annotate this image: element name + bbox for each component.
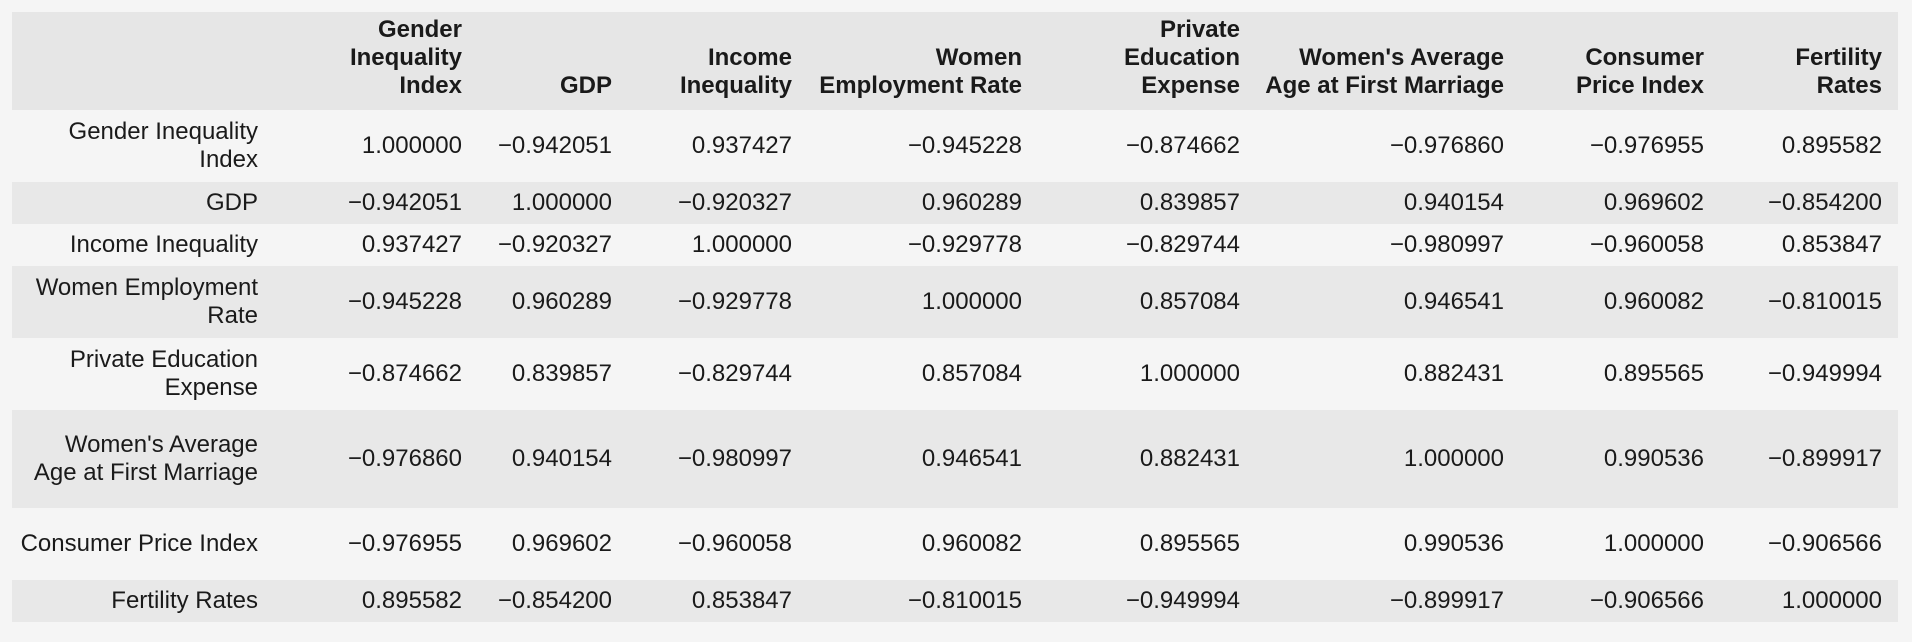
table-cell: 0.895582	[361, 587, 462, 614]
row-label: Women Employment Rate	[35, 274, 258, 329]
table-cell: 0.990536	[1403, 530, 1504, 557]
table-cell: −0.976860	[1389, 132, 1504, 159]
table-cell: −0.929778	[677, 288, 792, 315]
table-cell: −0.960058	[1589, 231, 1704, 258]
row-label: Consumer Price Index	[20, 530, 258, 557]
column-header: Gender Inequality Index	[274, 12, 478, 110]
table-cell: 1.000000	[1403, 445, 1504, 472]
column-header: Women's Average Age at First Marriage	[1256, 12, 1520, 110]
table-cell: 0.895565	[1139, 530, 1240, 557]
table-cell: −0.945228	[347, 288, 462, 315]
table-cell: 1.000000	[1139, 360, 1240, 387]
table-cell: 0.960289	[921, 189, 1022, 216]
table-cell: 0.960082	[1603, 288, 1704, 315]
table-cell: 1.000000	[1781, 587, 1882, 614]
table-row: Women Employment Rate −0.945228 0.960289…	[12, 266, 1898, 338]
table-cell: 0.937427	[361, 231, 462, 258]
table-cell: 0.895565	[1603, 360, 1704, 387]
table-header: Gender Inequality Index GDP Income Inequ…	[12, 12, 1898, 110]
table-cell: 0.937427	[691, 132, 792, 159]
table-cell: −0.810015	[907, 587, 1022, 614]
table-cell: 1.000000	[921, 288, 1022, 315]
table-cell: 0.895582	[1781, 132, 1882, 159]
table-cell: 1.000000	[1603, 530, 1704, 557]
corner-cell	[12, 12, 274, 110]
row-label: Private Education Expense	[69, 346, 258, 401]
correlation-table: Gender Inequality Index GDP Income Inequ…	[12, 12, 1898, 622]
column-header: GDP	[478, 12, 628, 110]
table-cell: 0.990536	[1603, 445, 1704, 472]
table-cell: −0.929778	[907, 231, 1022, 258]
table-row: Income Inequality 0.937427 −0.920327 1.0…	[12, 224, 1898, 266]
table-row: GDP −0.942051 1.000000 −0.920327 0.96028…	[12, 182, 1898, 224]
row-label: GDP	[205, 189, 258, 216]
table-cell: 0.969602	[1603, 189, 1704, 216]
table-cell: −0.976955	[1589, 132, 1704, 159]
table-cell: 0.940154	[1403, 189, 1504, 216]
table-cell: 0.882431	[1403, 360, 1504, 387]
header-row: Gender Inequality Index GDP Income Inequ…	[12, 12, 1898, 110]
table-row: Women's Average Age at First Marriage −0…	[12, 410, 1898, 508]
table-body: Gender Inequality Index 1.000000 −0.9420…	[12, 110, 1898, 622]
table-cell: 0.969602	[511, 530, 612, 557]
table-cell: −0.810015	[1767, 288, 1882, 315]
table-cell: −0.960058	[677, 530, 792, 557]
table-cell: −0.906566	[1767, 530, 1882, 557]
table-cell: −0.854200	[497, 587, 612, 614]
table-cell: −0.949994	[1767, 360, 1882, 387]
table-cell: 0.940154	[511, 445, 612, 472]
table-row: Gender Inequality Index 1.000000 −0.9420…	[12, 110, 1898, 182]
table-cell: 1.000000	[691, 231, 792, 258]
row-label: Fertility Rates	[111, 587, 258, 614]
table-cell: 0.946541	[1403, 288, 1504, 315]
table-cell: 0.960289	[511, 288, 612, 315]
row-label: Women's Average Age at First Marriage	[33, 431, 258, 486]
column-header: Consumer Price Index	[1520, 12, 1720, 110]
table-cell: 0.857084	[921, 360, 1022, 387]
table-cell: 0.839857	[1139, 189, 1240, 216]
table-cell: 0.853847	[691, 587, 792, 614]
table-cell: −0.942051	[497, 132, 612, 159]
row-label: Gender Inequality Index	[68, 118, 258, 173]
table-cell: −0.874662	[347, 360, 462, 387]
table-row: Private Education Expense −0.874662 0.83…	[12, 338, 1898, 410]
table-cell: 0.946541	[921, 445, 1022, 472]
table-cell: −0.899917	[1389, 587, 1504, 614]
table-cell: −0.829744	[677, 360, 792, 387]
table-cell: −0.980997	[677, 445, 792, 472]
table-cell: 0.857084	[1139, 288, 1240, 315]
table-cell: 0.839857	[511, 360, 612, 387]
table-cell: 0.882431	[1139, 445, 1240, 472]
table-cell: −0.976955	[347, 530, 462, 557]
table-cell: 0.960082	[921, 530, 1022, 557]
table-cell: −0.920327	[497, 231, 612, 258]
table-row: Fertility Rates 0.895582 −0.854200 0.853…	[12, 580, 1898, 622]
table-cell: −0.829744	[1125, 231, 1240, 258]
column-header: Income Inequality	[628, 12, 808, 110]
column-header: Women Employment Rate	[808, 12, 1038, 110]
table-cell: −0.874662	[1125, 132, 1240, 159]
table-cell: −0.920327	[677, 189, 792, 216]
table-cell: −0.976860	[347, 445, 462, 472]
table-cell: 0.853847	[1781, 231, 1882, 258]
column-header: Private Education Expense	[1038, 12, 1256, 110]
column-header: Fertility Rates	[1720, 12, 1898, 110]
table-row: Consumer Price Index −0.976955 0.969602 …	[12, 508, 1898, 580]
dataframe-container: Gender Inequality Index GDP Income Inequ…	[12, 12, 1898, 622]
table-cell: 1.000000	[361, 132, 462, 159]
table-cell: 1.000000	[511, 189, 612, 216]
table-cell: −0.942051	[347, 189, 462, 216]
table-cell: −0.906566	[1589, 587, 1704, 614]
table-cell: −0.980997	[1389, 231, 1504, 258]
table-cell: −0.949994	[1125, 587, 1240, 614]
table-cell: −0.854200	[1767, 189, 1882, 216]
row-label: Income Inequality	[69, 231, 258, 258]
table-cell: −0.899917	[1767, 445, 1882, 472]
table-cell: −0.945228	[907, 132, 1022, 159]
